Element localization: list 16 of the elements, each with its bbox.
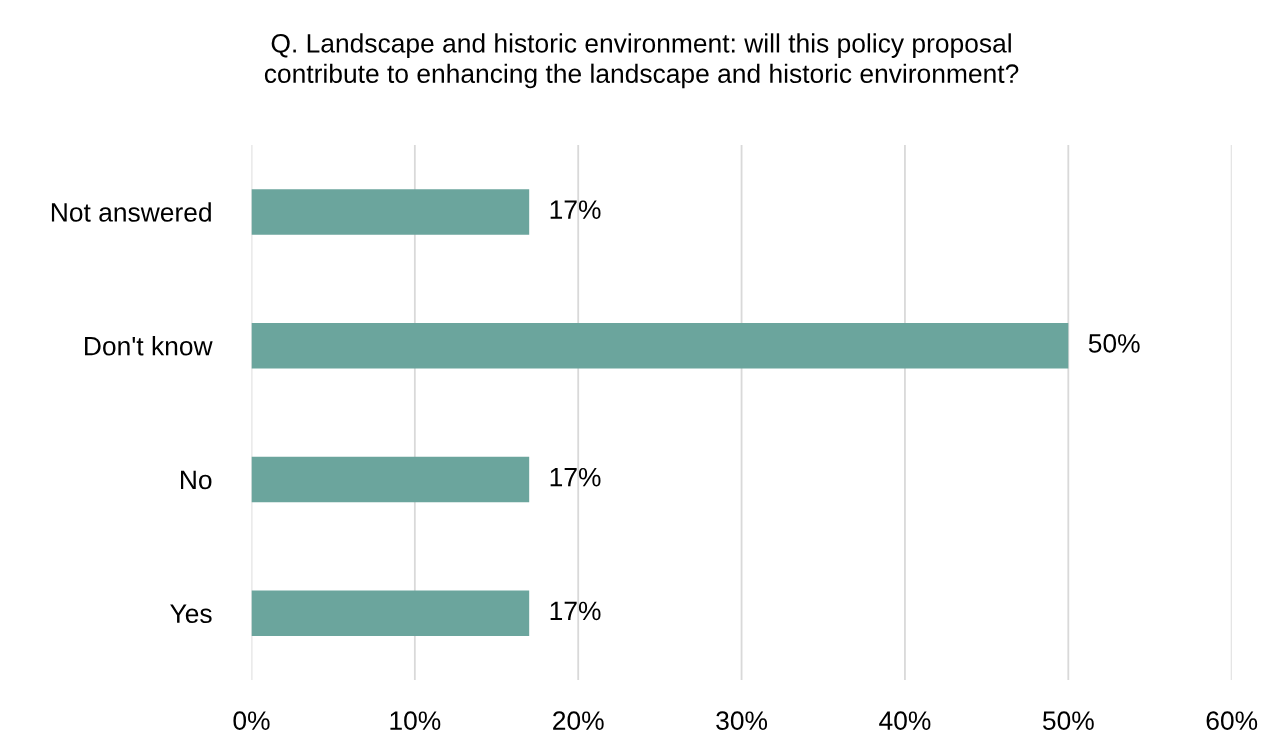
y-tick-label: Not answered: [51, 202, 211, 222]
x-tick-label: 50%: [1042, 711, 1094, 730]
data-label: 17%: [550, 467, 601, 487]
x-tick-label: 20%: [553, 711, 604, 730]
y-tick-label: Yes: [170, 604, 212, 623]
data-label: 50%: [1088, 334, 1140, 353]
x-tick-label: 30%: [716, 711, 768, 730]
data-label: 17%: [550, 200, 601, 219]
chart-title: Q. Landscape and historic environment: will this policy proposal contribute to enhancing the landscape and historic environment?: [264, 33, 1019, 89]
x-tick-label: 40%: [879, 711, 931, 730]
y-tick-label: Don't know: [85, 336, 213, 356]
x-tick-label: 0%: [233, 711, 270, 730]
x-tick-label: 60%: [1206, 711, 1258, 730]
x-tick-label: 10%: [390, 711, 441, 730]
y-tick-label: No: [181, 470, 212, 490]
data-label: 17%: [550, 601, 601, 621]
